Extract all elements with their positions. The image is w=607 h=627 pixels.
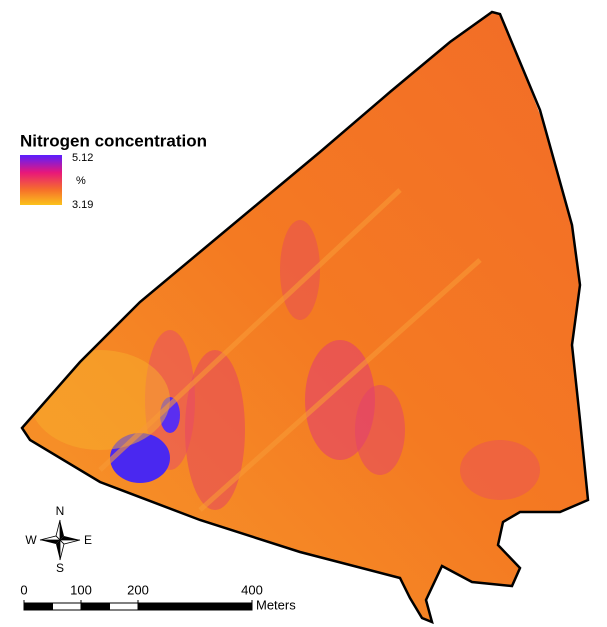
scale-segment bbox=[110, 603, 139, 610]
map: Nitrogen concentration 5.12 % 3.19 N S W… bbox=[0, 0, 607, 627]
legend-title: Nitrogen concentration bbox=[20, 131, 207, 150]
legend-max: 5.12 bbox=[72, 152, 93, 164]
compass-west: W bbox=[25, 533, 37, 547]
compass bbox=[40, 520, 80, 560]
scale-segment bbox=[81, 603, 110, 610]
scale-tick-label: 200 bbox=[127, 582, 149, 597]
scale-tick-label: 400 bbox=[241, 582, 263, 597]
legend-colorbar bbox=[20, 155, 62, 205]
compass-south: S bbox=[56, 561, 64, 575]
scale-unit: Meters bbox=[256, 597, 296, 612]
scale-segment bbox=[53, 603, 82, 610]
compass-north: N bbox=[56, 504, 65, 518]
compass-east: E bbox=[84, 533, 92, 547]
scale-segment bbox=[24, 603, 53, 610]
legend-min: 3.19 bbox=[72, 199, 93, 211]
scale-segment bbox=[138, 603, 252, 610]
scale-tick-label: 0 bbox=[20, 582, 27, 597]
legend-unit: % bbox=[76, 175, 86, 187]
scale-tick-label: 100 bbox=[70, 582, 92, 597]
